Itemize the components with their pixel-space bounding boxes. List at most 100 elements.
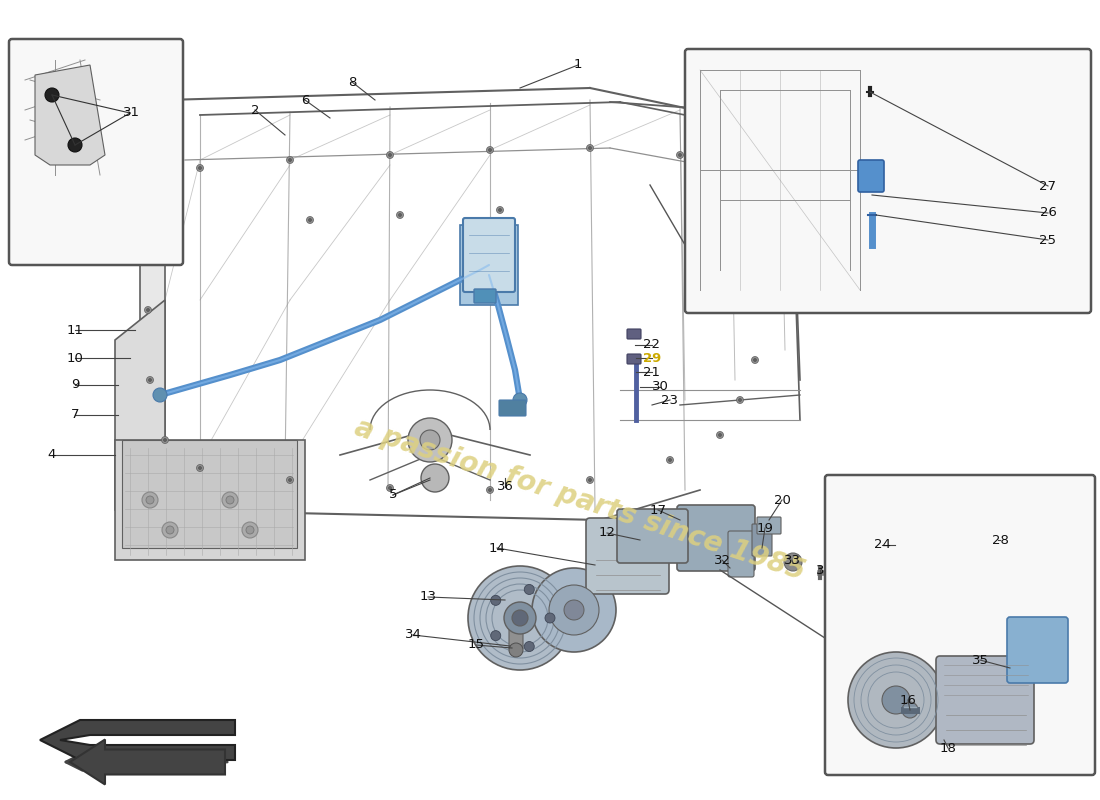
FancyBboxPatch shape — [936, 656, 1034, 744]
Text: 36: 36 — [496, 481, 514, 494]
Circle shape — [588, 478, 592, 482]
Text: 24: 24 — [873, 538, 890, 551]
Circle shape — [504, 602, 536, 634]
Circle shape — [679, 154, 682, 157]
Circle shape — [738, 398, 741, 402]
Circle shape — [146, 496, 154, 504]
FancyBboxPatch shape — [499, 400, 526, 416]
Circle shape — [491, 595, 501, 606]
Circle shape — [496, 206, 504, 214]
Text: 12: 12 — [598, 526, 616, 539]
FancyBboxPatch shape — [463, 218, 515, 292]
FancyBboxPatch shape — [474, 289, 496, 303]
Circle shape — [386, 485, 394, 491]
Circle shape — [386, 151, 394, 158]
FancyBboxPatch shape — [676, 505, 755, 571]
Circle shape — [513, 393, 527, 407]
Circle shape — [162, 437, 168, 443]
Circle shape — [398, 214, 402, 217]
Text: 14: 14 — [488, 542, 505, 554]
Text: 11: 11 — [66, 323, 84, 337]
FancyBboxPatch shape — [617, 509, 688, 563]
Text: 18: 18 — [939, 742, 956, 754]
Circle shape — [748, 189, 751, 191]
Circle shape — [486, 146, 494, 154]
Circle shape — [286, 477, 294, 483]
Text: 33: 33 — [783, 554, 801, 566]
Circle shape — [197, 465, 204, 471]
Polygon shape — [40, 720, 235, 760]
Circle shape — [222, 492, 238, 508]
Text: 32: 32 — [714, 554, 730, 566]
Circle shape — [747, 186, 754, 194]
Circle shape — [509, 643, 522, 657]
Circle shape — [667, 457, 673, 463]
Circle shape — [525, 642, 535, 651]
FancyBboxPatch shape — [1006, 617, 1068, 683]
Text: 3: 3 — [816, 563, 824, 577]
Circle shape — [759, 309, 761, 311]
Circle shape — [307, 217, 314, 223]
Circle shape — [164, 438, 166, 442]
Circle shape — [388, 154, 392, 157]
Circle shape — [396, 211, 404, 218]
Text: 10: 10 — [67, 351, 84, 365]
Circle shape — [288, 158, 292, 162]
Text: 5: 5 — [388, 489, 397, 502]
Circle shape — [146, 377, 154, 383]
Text: 1: 1 — [574, 58, 582, 71]
Text: 19: 19 — [757, 522, 773, 534]
FancyBboxPatch shape — [509, 627, 522, 649]
FancyBboxPatch shape — [9, 39, 183, 265]
Circle shape — [872, 519, 884, 531]
Circle shape — [784, 553, 802, 571]
Circle shape — [144, 306, 152, 314]
Text: 2: 2 — [251, 103, 260, 117]
Circle shape — [757, 306, 763, 314]
Text: 31: 31 — [122, 106, 140, 119]
Circle shape — [754, 358, 757, 362]
Text: 34: 34 — [405, 629, 421, 642]
Text: 16: 16 — [900, 694, 916, 706]
Text: 26: 26 — [1040, 206, 1056, 219]
Text: 23: 23 — [661, 394, 679, 406]
Circle shape — [848, 652, 944, 748]
Circle shape — [146, 242, 154, 249]
Text: 30: 30 — [651, 381, 669, 394]
Circle shape — [488, 489, 492, 491]
Polygon shape — [858, 495, 945, 575]
Circle shape — [148, 378, 152, 382]
Circle shape — [198, 166, 201, 170]
Circle shape — [544, 613, 556, 623]
FancyBboxPatch shape — [825, 475, 1094, 775]
Circle shape — [308, 218, 311, 222]
Circle shape — [759, 249, 761, 251]
Circle shape — [902, 702, 918, 718]
FancyBboxPatch shape — [685, 49, 1091, 313]
Circle shape — [716, 162, 724, 169]
Text: 8: 8 — [348, 75, 356, 89]
Circle shape — [153, 388, 167, 402]
Circle shape — [498, 209, 502, 211]
FancyBboxPatch shape — [122, 440, 297, 548]
Circle shape — [146, 309, 150, 311]
Circle shape — [757, 246, 763, 254]
Circle shape — [166, 526, 174, 534]
Circle shape — [388, 486, 392, 490]
FancyBboxPatch shape — [757, 517, 781, 534]
Text: 22: 22 — [644, 338, 660, 351]
Circle shape — [586, 477, 594, 483]
Text: 20: 20 — [773, 494, 791, 506]
Circle shape — [45, 88, 59, 102]
Circle shape — [468, 566, 572, 670]
FancyBboxPatch shape — [752, 524, 772, 556]
Circle shape — [716, 431, 724, 438]
Text: 4: 4 — [47, 449, 56, 462]
Circle shape — [166, 177, 174, 183]
Circle shape — [162, 522, 178, 538]
Circle shape — [286, 157, 294, 163]
Circle shape — [532, 568, 616, 652]
Circle shape — [142, 492, 158, 508]
Circle shape — [549, 585, 600, 635]
Circle shape — [408, 418, 452, 462]
